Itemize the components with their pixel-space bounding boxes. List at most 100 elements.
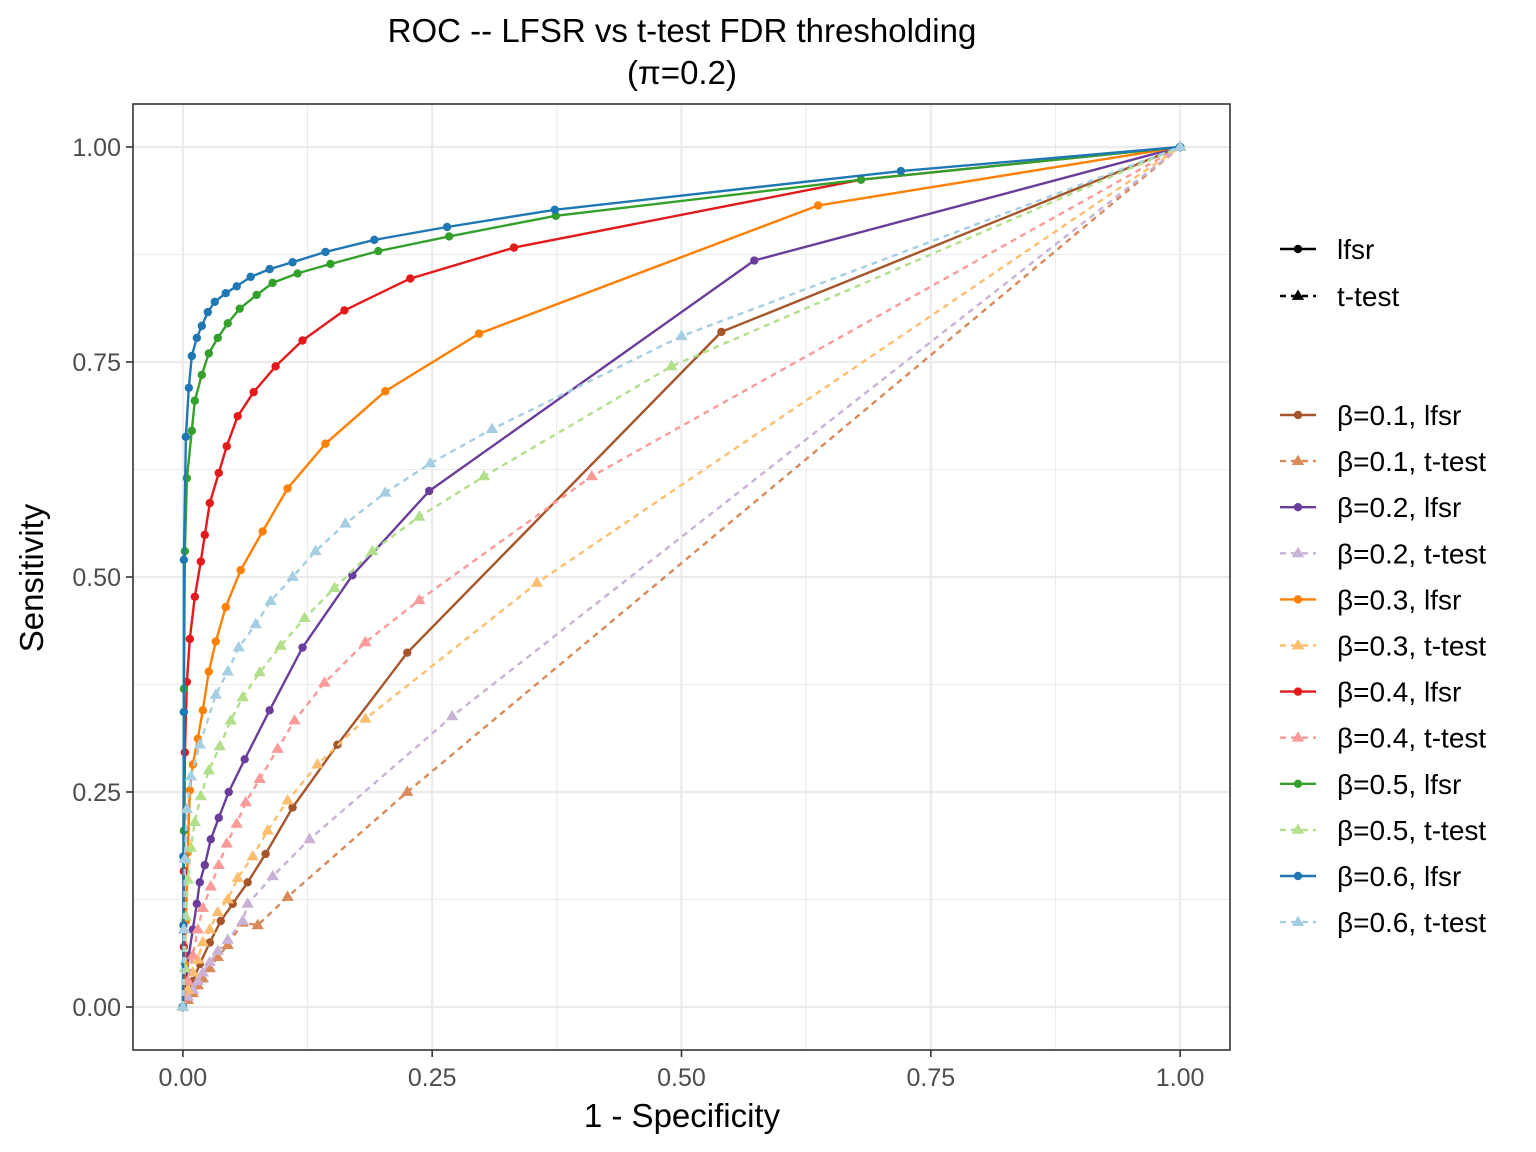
data-point (401, 785, 414, 796)
data-point (675, 329, 688, 341)
legend-label: β=0.6, lfsr (1337, 861, 1461, 892)
data-point (509, 243, 519, 252)
series-legend-item: β=0.6, t-test (1280, 907, 1486, 938)
data-point (298, 336, 307, 345)
data-point (214, 468, 223, 478)
legend-key-marker (1293, 244, 1303, 254)
data-point (445, 709, 459, 721)
data-point (187, 351, 197, 361)
data-point (187, 426, 197, 435)
series-legend-item: β=0.6, lfsr (1280, 861, 1461, 892)
x-tick-label: 1.00 (1156, 1064, 1205, 1092)
data-point (196, 966, 209, 977)
data-point (253, 665, 266, 677)
data-point (413, 593, 426, 605)
data-point (197, 370, 207, 380)
data-point (288, 258, 297, 267)
data-point (896, 166, 906, 176)
data-point (192, 899, 202, 908)
data-point (249, 617, 262, 629)
data-point (328, 581, 341, 593)
data-point (474, 329, 484, 338)
series-legend-item: β=0.3, lfsr (1280, 584, 1461, 615)
data-point (211, 950, 224, 962)
legend-label: β=0.1, t-test (1337, 446, 1486, 477)
data-point (203, 307, 212, 317)
series-legend-item: β=0.3, t-test (1280, 631, 1486, 662)
data-point (176, 1000, 190, 1011)
data-point (206, 835, 215, 844)
legend: lfsr t-test β=0.1, lfsr β=0.1, t-test β=0.2,… (1280, 234, 1486, 938)
data-point (243, 878, 252, 887)
grid-lines (133, 104, 1230, 1050)
data-point (178, 852, 192, 863)
data-point (311, 757, 324, 769)
data-point (205, 498, 214, 508)
data-point (200, 860, 210, 870)
legend-key-marker (1291, 289, 1305, 300)
data-point (190, 592, 200, 601)
x-tick-label: 0.75 (906, 1064, 955, 1092)
data-point (424, 456, 437, 468)
data-point (444, 232, 454, 241)
legend-key-marker (1291, 823, 1305, 834)
data-point (359, 712, 372, 723)
x-tick-label: 0.00 (159, 1064, 208, 1092)
chart-title: ROC -- LFSR vs t-test FDR thresholding (388, 12, 977, 49)
data-point (209, 688, 222, 699)
legend-key-marker (1291, 639, 1305, 650)
data-point (266, 869, 279, 881)
y-tick-label: 0.00 (72, 994, 121, 1022)
axes: 0.00 0.25 0.50 0.75 1.00 0.00 0.25 0.50 0.75 1.00 (72, 134, 1204, 1092)
legend-label: β=0.5, lfsr (1337, 769, 1461, 800)
data-point (406, 274, 415, 283)
data-point (211, 944, 224, 955)
data-point (223, 319, 232, 328)
data-point (288, 714, 301, 725)
data-point (220, 837, 233, 848)
method-legend-item: lfsr (1280, 234, 1374, 265)
data-point (179, 910, 193, 921)
data-point (196, 936, 209, 947)
legend-key-marker (1293, 687, 1303, 696)
data-point (340, 306, 349, 315)
data-point (318, 676, 331, 687)
series-line (181, 146, 1181, 1008)
data-point (221, 933, 234, 944)
data-point (424, 486, 434, 496)
series-11 (178, 142, 1185, 1012)
series-layer (176, 140, 1187, 1012)
data-point (264, 594, 277, 605)
data-point (197, 321, 207, 331)
data-point (191, 974, 204, 986)
data-point (550, 205, 560, 214)
data-point (211, 637, 220, 646)
data-point (204, 880, 217, 891)
series-line (181, 146, 1181, 1008)
data-point (281, 794, 294, 805)
data-point (184, 383, 194, 392)
data-point (286, 570, 299, 581)
data-point (261, 824, 274, 835)
data-point (251, 918, 264, 930)
data-point (190, 396, 200, 405)
legend-key-marker (1291, 731, 1305, 742)
data-point (485, 422, 499, 433)
data-point (221, 289, 230, 298)
data-point (271, 362, 280, 371)
data-point (235, 304, 244, 313)
series-legend-item: β=0.2, t-test (1280, 538, 1486, 569)
data-point (230, 817, 243, 828)
data-point (717, 327, 726, 337)
chart-subtitle: (π=0.2) (627, 54, 737, 91)
data-point (191, 923, 204, 934)
data-point (202, 764, 215, 775)
data-point (185, 634, 195, 644)
series-legend-item: β=0.5, t-test (1280, 815, 1486, 846)
data-point (184, 770, 198, 781)
data-point (261, 849, 270, 859)
data-point (182, 473, 192, 483)
legend-label: t-test (1337, 281, 1399, 312)
y-tick-label: 0.25 (72, 779, 121, 807)
data-point (188, 815, 202, 826)
